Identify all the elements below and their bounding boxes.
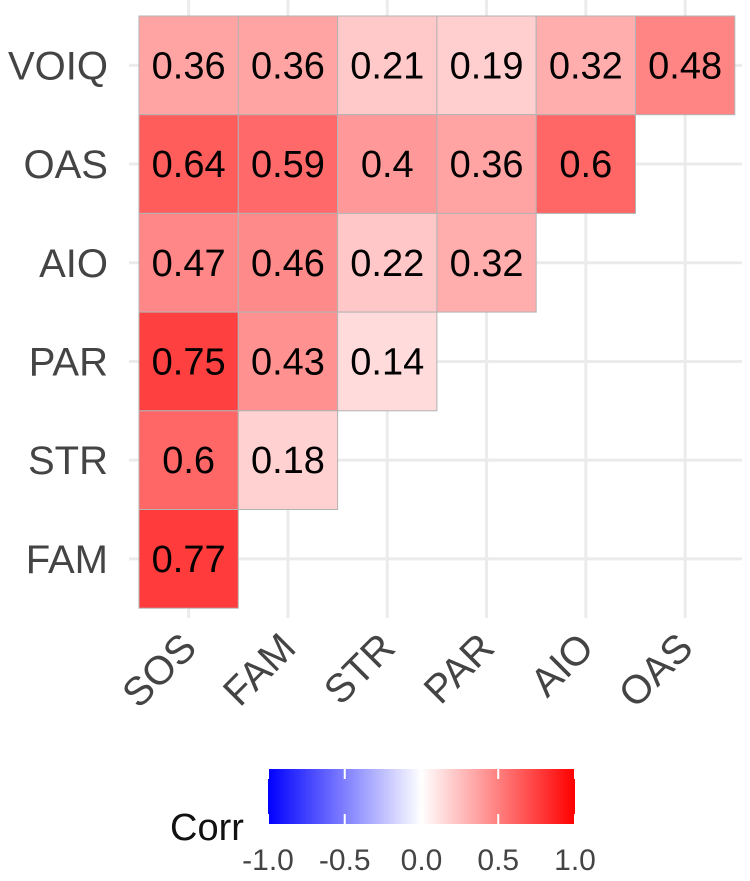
x-tick-label-par: PAR [416, 625, 503, 712]
cell-oas-fam-label: 0.59 [251, 144, 325, 186]
cell-par-str-label: 0.14 [350, 341, 424, 383]
y-axis-labels: VOIQ OAS AIO PAR STR FAM [8, 44, 108, 582]
y-tick-label-voiq: VOIQ [8, 44, 108, 88]
heatmap-cells: 0.36 0.36 0.21 0.19 0.32 0.48 0.64 0.59 0.4 0.36 0… [138, 15, 736, 609]
legend-tick-label: 1.0 [554, 844, 596, 877]
cell-voiq-oas [635, 15, 736, 116]
cell-aio-sos-label: 0.47 [152, 243, 226, 285]
cell-aio-fam-label: 0.46 [251, 243, 325, 285]
cell-fam-sos-label: 0.77 [152, 539, 226, 581]
cell-aio-sos [138, 212, 239, 313]
cell-voiq-oas-label: 0.48 [648, 45, 722, 87]
cell-par-sos-label: 0.75 [152, 341, 226, 383]
y-tick-label-aio: AIO [39, 242, 108, 286]
cell-aio-str [337, 212, 438, 313]
cell-voiq-fam [237, 15, 339, 116]
cell-aio-par [436, 212, 537, 313]
cell-par-str [337, 311, 438, 412]
x-tick-label-oas: OAS [611, 625, 702, 716]
cell-voiq-sos-label: 0.36 [152, 45, 226, 87]
y-tick-label-fam: FAM [26, 538, 108, 582]
cell-voiq-str-label: 0.21 [350, 45, 424, 87]
y-tick-label-str: STR [28, 439, 108, 483]
y-tick-label-par: PAR [29, 340, 108, 384]
legend-tick-label: 0.0 [401, 844, 443, 877]
cell-oas-fam [237, 114, 339, 214]
cell-voiq-str [337, 15, 438, 116]
color-legend: Corr -1.0 -0.5 0.0 0.5 1.0 [170, 769, 596, 877]
cell-oas-str-label: 0.4 [361, 144, 414, 186]
cell-oas-sos [138, 114, 239, 214]
cell-fam-sos [138, 509, 239, 609]
cell-str-fam-label: 0.18 [251, 440, 325, 482]
cell-par-fam [237, 311, 339, 412]
cell-aio-str-label: 0.22 [350, 243, 424, 285]
legend-tick-label: 0.5 [477, 844, 519, 877]
cell-aio-par-label: 0.32 [450, 243, 524, 285]
y-tick-label-oas: OAS [24, 143, 108, 187]
cell-voiq-aio-label: 0.32 [549, 45, 623, 87]
legend-tick-label: -1.0 [242, 844, 294, 877]
legend-tick-label: -0.5 [319, 844, 371, 877]
cell-oas-par [436, 114, 537, 214]
cell-voiq-par [436, 15, 537, 116]
cell-par-sos [138, 311, 239, 412]
cell-oas-sos-label: 0.64 [152, 144, 226, 186]
cell-voiq-par-label: 0.19 [450, 45, 524, 87]
x-tick-label-aio: AIO [522, 625, 602, 705]
cell-oas-aio-label: 0.6 [559, 144, 612, 186]
x-axis-labels: SOS FAM STR PAR AIO OAS [114, 625, 701, 716]
x-tick-label-str: STR [316, 625, 404, 713]
cell-par-fam-label: 0.43 [251, 341, 325, 383]
legend-title: Corr [170, 807, 244, 849]
cell-voiq-fam-label: 0.36 [251, 45, 325, 87]
x-tick-label-sos: SOS [114, 625, 205, 716]
cell-oas-str [337, 114, 438, 214]
cell-voiq-sos [138, 15, 239, 116]
x-tick-label-fam: FAM [215, 625, 304, 714]
cell-str-sos [138, 410, 239, 510]
cell-oas-par-label: 0.36 [450, 144, 524, 186]
cell-str-fam [237, 410, 339, 510]
cell-oas-aio [535, 114, 637, 214]
cell-str-sos-label: 0.6 [162, 440, 215, 482]
